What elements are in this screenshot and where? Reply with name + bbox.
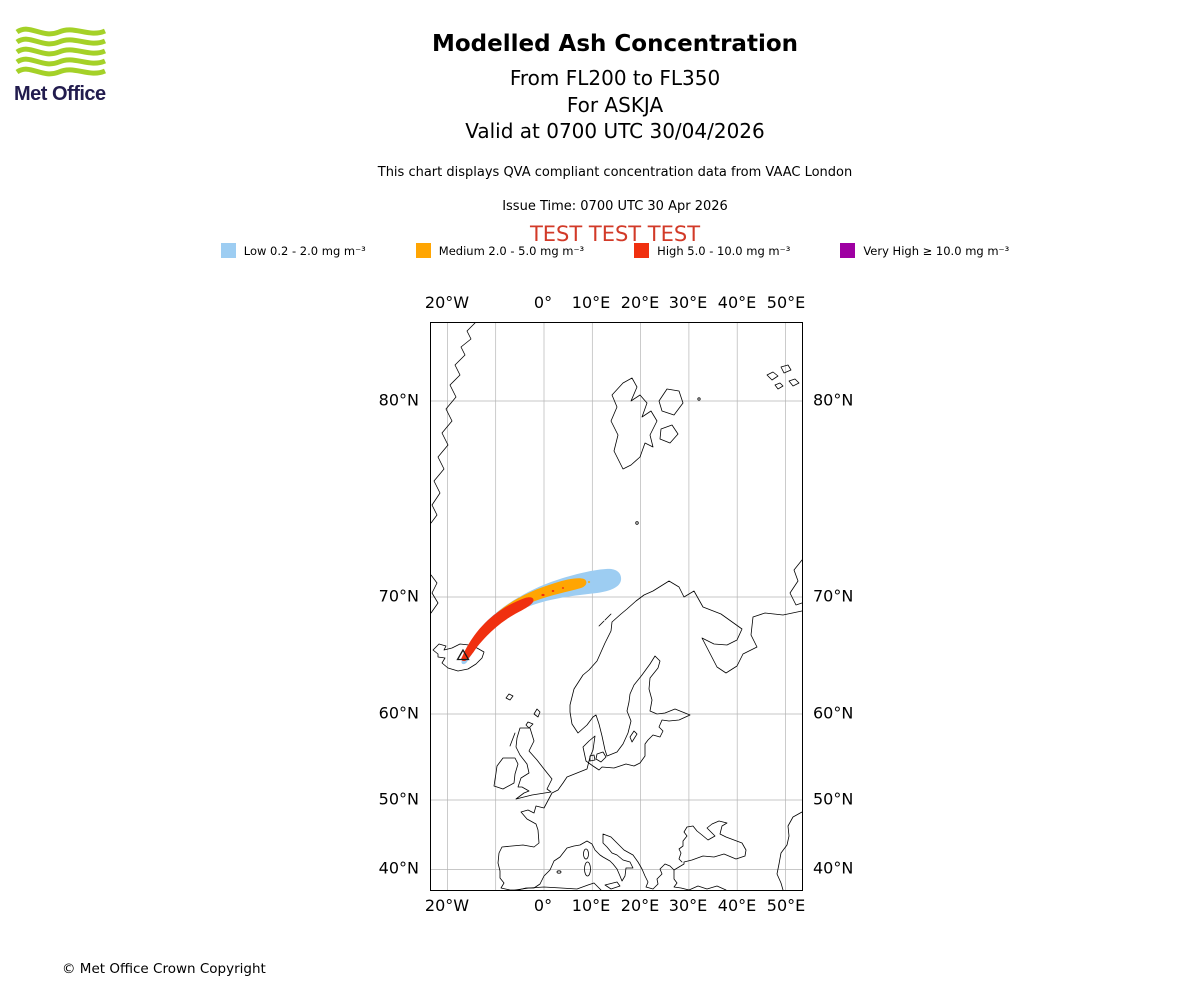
lat-label-left: 60°N xyxy=(378,703,419,723)
ash-medium-speckle xyxy=(579,583,583,587)
ash-high-polygon xyxy=(461,597,534,661)
lon-label-top: 30°E xyxy=(668,293,708,312)
lat-label-right: 70°N xyxy=(813,586,854,606)
medium-label: Medium 2.0 - 5.0 mg m⁻³ xyxy=(438,243,585,258)
low-label: Low 0.2 - 2.0 mg m⁻³ xyxy=(243,243,366,258)
very-high-swatch xyxy=(840,243,856,258)
lat-label-right: 50°N xyxy=(813,789,854,809)
lon-label-bottom: 0° xyxy=(533,896,553,915)
ash-high-speckle xyxy=(541,593,545,597)
legend-item-very-high: Very High ≥ 10.0 mg m⁻³ xyxy=(840,243,1009,258)
lat-label-right: 40°N xyxy=(813,858,854,878)
lon-label-top: 20°W xyxy=(424,293,470,312)
low-swatch xyxy=(220,243,236,258)
lat-label-right: 60°N xyxy=(813,703,854,723)
medium-swatch xyxy=(415,243,431,258)
legend-item-medium: Medium 2.0 - 5.0 mg m⁻³ xyxy=(415,243,585,258)
copyright-notice: © Met Office Crown Copyright xyxy=(62,961,266,977)
lon-label-bottom: 20°W xyxy=(424,896,470,915)
lat-label-left: 50°N xyxy=(378,789,419,809)
page-title: Modelled Ash Concentration xyxy=(431,31,799,57)
test-banner: TEST TEST TEST xyxy=(529,221,701,246)
lon-label-bottom: 20°E xyxy=(620,896,660,915)
header: Modelled Ash Concentration From FL200 to… xyxy=(30,31,1200,246)
volcano-marker xyxy=(456,648,470,661)
lon-label-bottom: 10°E xyxy=(571,896,611,915)
subtitle-volcano: For ASKJA xyxy=(566,92,664,117)
lon-label-top: 0° xyxy=(533,293,553,312)
high-swatch xyxy=(634,243,650,258)
lon-label-top: 10°E xyxy=(571,293,611,312)
qva-description: This chart displays QVA compliant concen… xyxy=(377,164,853,180)
lat-label-left: 40°N xyxy=(378,858,419,878)
lon-label-top: 50°E xyxy=(766,293,806,312)
legend-item-high: High 5.0 - 10.0 mg m⁻³ xyxy=(634,243,790,258)
logo-waves xyxy=(15,26,106,77)
lon-label-bottom: 30°E xyxy=(668,896,708,915)
lat-label-right: 80°N xyxy=(813,390,854,410)
ash-low-polygon xyxy=(461,568,622,665)
lat-label-left: 70°N xyxy=(378,586,419,606)
met-office-wordmark: Met Office xyxy=(14,83,106,105)
lon-label-top: 40°E xyxy=(717,293,757,312)
lon-label-bottom: 40°E xyxy=(717,896,757,915)
lon-label-top: 20°E xyxy=(620,293,660,312)
subtitle-valid-time: Valid at 0700 UTC 30/04/2026 xyxy=(465,119,765,143)
ash-high-speckle xyxy=(551,590,555,592)
coastlines xyxy=(431,323,802,890)
met-office-logo: Met Office xyxy=(14,24,144,106)
graticule xyxy=(431,323,802,890)
ash-plume xyxy=(461,568,622,665)
very-high-label: Very High ≥ 10.0 mg m⁻³ xyxy=(863,243,1010,258)
concentration-legend: Low 0.2 - 2.0 mg m⁻³ Medium 2.0 - 5.0 mg… xyxy=(30,243,1200,258)
ash-medium-speckle xyxy=(587,581,591,583)
lat-label-left: 80°N xyxy=(378,390,419,410)
map-canvas xyxy=(431,323,802,890)
ash-high-speckle xyxy=(561,587,565,589)
high-label: High 5.0 - 10.0 mg m⁻³ xyxy=(657,243,791,258)
subtitle-flight-levels: From FL200 to FL350 xyxy=(509,66,721,90)
lon-label-bottom: 50°E xyxy=(766,896,806,915)
ash-medium-polygon xyxy=(470,578,587,651)
met-office-waves-icon xyxy=(15,26,106,77)
legend-item-low: Low 0.2 - 2.0 mg m⁻³ xyxy=(220,243,366,258)
ash-dispersion-map xyxy=(430,322,803,891)
issue-time: Issue Time: 0700 UTC 30 Apr 2026 xyxy=(502,198,728,214)
